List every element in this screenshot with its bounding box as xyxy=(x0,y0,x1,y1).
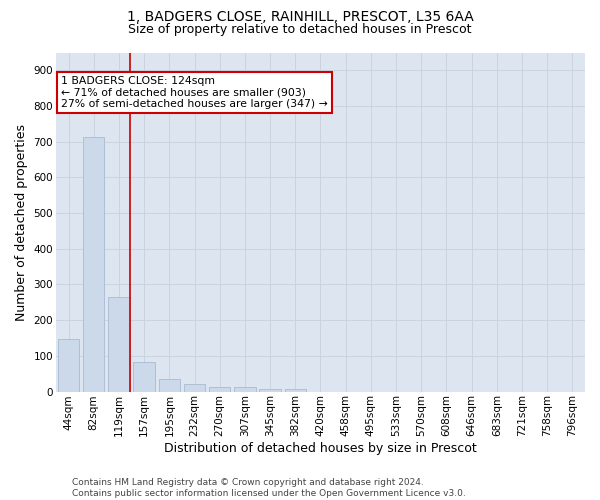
Bar xyxy=(83,138,104,392)
Bar xyxy=(158,379,180,392)
Text: 1 BADGERS CLOSE: 124sqm
← 71% of detached houses are smaller (903)
27% of semi-d: 1 BADGERS CLOSE: 124sqm ← 71% of detache… xyxy=(61,76,328,110)
Text: 1, BADGERS CLOSE, RAINHILL, PRESCOT, L35 6AA: 1, BADGERS CLOSE, RAINHILL, PRESCOT, L35… xyxy=(127,10,473,24)
Text: Contains HM Land Registry data © Crown copyright and database right 2024.
Contai: Contains HM Land Registry data © Crown c… xyxy=(72,478,466,498)
Text: Size of property relative to detached houses in Prescot: Size of property relative to detached ho… xyxy=(128,22,472,36)
Bar xyxy=(108,297,130,392)
Bar xyxy=(234,388,256,392)
Bar xyxy=(184,384,205,392)
Bar xyxy=(58,339,79,392)
Bar xyxy=(209,388,230,392)
Bar xyxy=(133,362,155,392)
Bar xyxy=(259,388,281,392)
Bar xyxy=(284,390,306,392)
X-axis label: Distribution of detached houses by size in Prescot: Distribution of detached houses by size … xyxy=(164,442,477,455)
Y-axis label: Number of detached properties: Number of detached properties xyxy=(15,124,28,320)
